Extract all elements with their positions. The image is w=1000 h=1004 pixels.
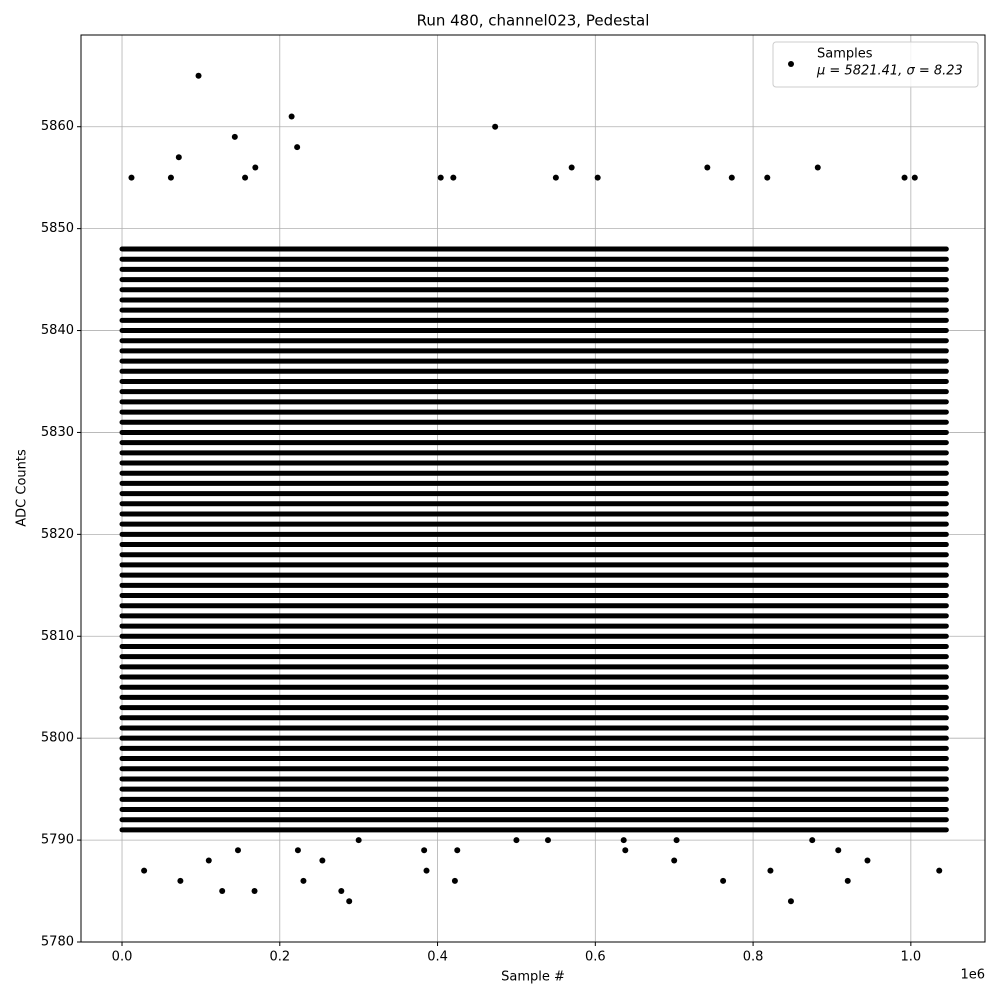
- plot: [81, 35, 985, 943]
- axes-frame: [80, 34, 986, 943]
- sample-point: [728, 174, 735, 181]
- sample-point: [544, 837, 551, 844]
- sample-point: [451, 877, 458, 884]
- sample-point: [787, 898, 794, 905]
- x-tick-label: 0.4: [427, 950, 448, 965]
- sample-point: [911, 174, 918, 181]
- sample-point: [767, 867, 774, 874]
- y-axis-label: ADC Counts: [15, 449, 30, 527]
- sample-point: [294, 847, 301, 854]
- x-tick-label: 0.0: [112, 950, 133, 965]
- y-tick-label: 5860: [41, 119, 74, 134]
- sample-point: [242, 174, 249, 181]
- sample-point: [252, 164, 259, 171]
- y-tick-label: 5840: [41, 323, 74, 338]
- y-tick-label: 5820: [41, 527, 74, 542]
- y-tick-label: 5800: [41, 731, 74, 746]
- y-tick-label: 5810: [41, 629, 74, 644]
- x-axis-label: Sample #: [501, 970, 565, 985]
- sample-point: [234, 847, 241, 854]
- y-tick-label: 5790: [41, 833, 74, 848]
- sample-point: [513, 837, 520, 844]
- sample-point: [492, 123, 499, 130]
- sample-point: [454, 847, 461, 854]
- sample-point: [288, 113, 295, 120]
- sample-point: [814, 164, 821, 171]
- sample-point: [594, 174, 601, 181]
- y-tick-label: 5850: [41, 221, 74, 236]
- sample-point: [231, 133, 238, 140]
- sample-point: [671, 857, 678, 864]
- x-tick-label: 0.8: [743, 950, 764, 965]
- y-tick-label: 5830: [41, 425, 74, 440]
- sample-point: [355, 837, 362, 844]
- legend-marker: [788, 61, 794, 67]
- x-tick-label: 1.0: [901, 950, 922, 965]
- sample-point: [568, 164, 575, 171]
- sample-point: [319, 857, 326, 864]
- sample-point: [450, 174, 457, 181]
- sample-point: [167, 174, 174, 181]
- sample-point: [141, 867, 148, 874]
- sample-point: [338, 888, 345, 895]
- sample-point: [809, 837, 816, 844]
- sample-point: [300, 877, 307, 884]
- sample-point: [421, 847, 428, 854]
- sample-point: [195, 72, 202, 79]
- sample-point: [704, 164, 711, 171]
- sample-point: [901, 174, 908, 181]
- x-tick-label: 0.6: [585, 950, 606, 965]
- sample-point: [673, 837, 680, 844]
- sample-point: [620, 837, 627, 844]
- sample-point: [622, 847, 629, 854]
- sample-point: [294, 144, 301, 151]
- sample-point: [346, 898, 353, 905]
- legend-stats: μ = 5821.41, σ = 8.23: [816, 64, 963, 79]
- sample-point: [437, 174, 444, 181]
- sample-point: [552, 174, 559, 181]
- sample-point: [835, 847, 842, 854]
- sample-point: [251, 888, 258, 895]
- legend-label: Samples: [817, 47, 873, 62]
- sample-point: [720, 877, 727, 884]
- x-tick-label: 0.2: [269, 950, 290, 965]
- sample-point: [128, 174, 135, 181]
- sample-point: [219, 888, 226, 895]
- sample-point: [844, 877, 851, 884]
- sample-point: [177, 877, 184, 884]
- sample-point: [764, 174, 771, 181]
- sample-point: [936, 867, 943, 874]
- legend-box: [772, 41, 979, 88]
- y-tick-label: 5780: [41, 935, 74, 950]
- sample-point: [423, 867, 430, 874]
- x-offset-label: 1e6: [960, 968, 985, 983]
- chart-title: Run 480, channel023, Pedestal: [417, 12, 650, 30]
- sample-point: [175, 154, 182, 161]
- sample-point: [205, 857, 212, 864]
- legend: Samples μ = 5821.41, σ = 8.23: [772, 41, 979, 88]
- sample-point: [864, 857, 871, 864]
